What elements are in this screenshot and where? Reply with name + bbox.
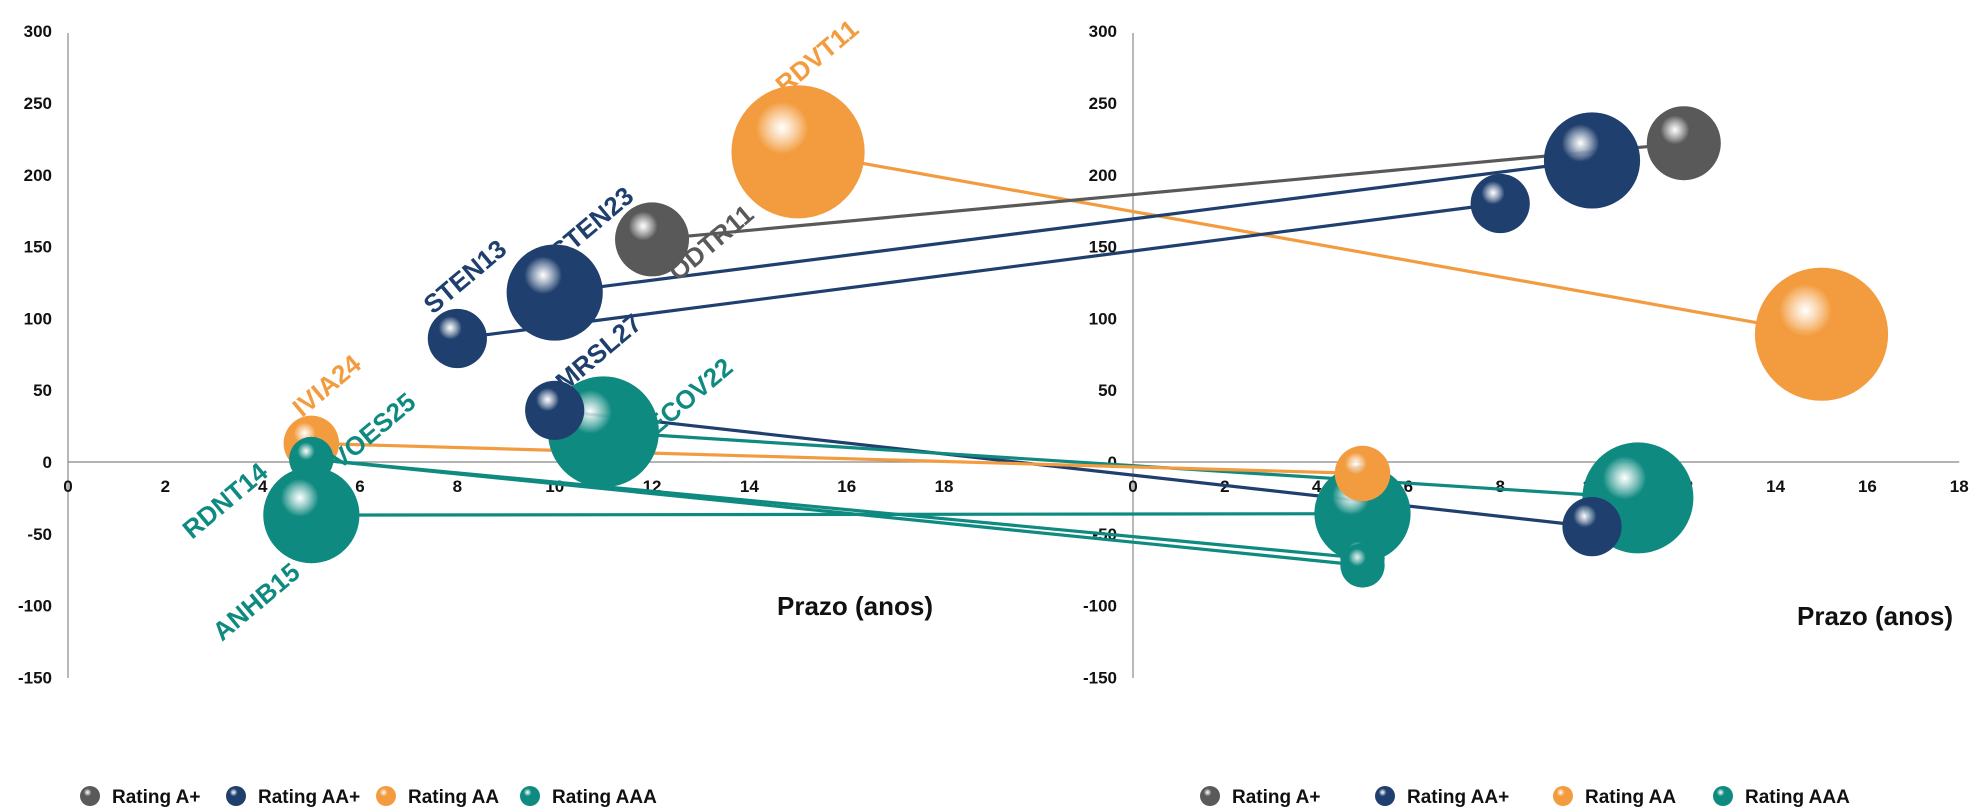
left-y-tick-label: 50 [33,381,52,400]
bubble-rdnt14-right [1340,543,1385,588]
bubble-sten23-left [506,244,603,341]
bond-label-anhb15: ANHB15 [207,557,306,647]
connector-odtr11 [651,141,1684,242]
right-y-tick-label: -100 [1083,597,1117,616]
left-legend-marker-rating-aa [376,786,396,806]
left-y-tick-label: -100 [18,597,52,616]
left-legend-marker-rating-aaa [520,786,540,806]
left-x-tick-label: 14 [740,477,759,496]
right-x-tick-label: 8 [1495,477,1504,496]
right-x-axis-title: Prazo (anos) [1797,601,1953,631]
left-x-tick-label: 4 [258,477,268,496]
left-y-tick-label: 150 [24,238,52,257]
right-x-tick-label: 4 [1312,477,1322,496]
right-chart-axes: 300250200150100500-50-100-15002468101214… [1083,22,1969,687]
bubble-mrsl27-right [1562,497,1622,557]
right-legend-marker-rating-aa [1375,786,1395,806]
left-legend-label-rating-aa: Rating AA+ [258,787,360,808]
bubble-rdvt11-right [1754,267,1889,401]
left-legend-label-rating-aaa: Rating AAA [552,787,657,808]
bubble-anhb15-right [1314,465,1411,562]
bond-label-ecov22: ECOV22 [641,352,739,441]
right-x-tick-label: 14 [1766,477,1785,496]
bond-label-ivia24: IVIA24 [287,348,368,422]
left-y-tick-label: -50 [27,525,52,544]
bubbles [263,85,1889,588]
left-y-tick-label: 300 [24,22,52,41]
connector-lines [311,141,1822,567]
left-legend-label-rating-a: Rating A+ [112,787,201,808]
bubble-mrsl27-left [525,380,585,440]
left-y-tick-label: 0 [43,453,52,472]
right-x-tick-label: 16 [1858,477,1877,496]
bubble-odtr11-right [1646,106,1721,181]
legends: Rating A+ Rating AA+ Rating AA Rating AAA Ra… [80,786,1850,808]
right-legend-label-rating-aa: Rating AA [1585,787,1676,808]
left-x-tick-label: 8 [453,477,462,496]
bond-label-voes25: VOES25 [325,387,422,475]
right-y-tick-label: 300 [1089,22,1117,41]
right-legend-label-rating-a: Rating A+ [1232,787,1321,808]
right-legend-marker-rating-aaa [1713,786,1733,806]
right-legend-label-rating-aa: Rating AA+ [1407,787,1509,808]
bond-label-sten13: STEN13 [418,233,513,319]
left-legend-label-rating-aa: Rating AA [408,787,499,808]
connector-ivia24 [311,441,1363,476]
left-x-tick-label: 18 [935,477,954,496]
bubble-rdvt11-left [731,85,865,219]
right-legend-label-rating-aaa: Rating AAA [1745,787,1850,808]
left-y-tick-label: 200 [24,166,52,185]
left-legend-marker-rating-aa [226,786,246,806]
connector-sten23 [554,158,1593,295]
right-x-tick-label: 6 [1404,477,1413,496]
connector-sten13 [457,201,1501,341]
bubble-sten13-right [1470,173,1530,234]
left-x-tick-label: 0 [63,477,72,496]
connector-mrsl27 [554,408,1593,529]
bubble-rdnt14-left [289,436,334,482]
left-x-tick-label: 16 [837,477,856,496]
left-x-tick-label: 2 [161,477,170,496]
left-x-axis-title: Prazo (anos) [777,591,933,621]
right-x-tick-label: 18 [1950,477,1969,496]
left-legend-marker-rating-a [80,786,100,806]
left-x-tick-label: 6 [355,477,364,496]
connector-rdnt14 [311,457,1363,567]
right-legend-marker-rating-aa [1553,786,1573,806]
bubble-odtr11-left [615,202,690,277]
right-y-tick-label: 50 [1098,381,1117,400]
connector-anhb15 [311,512,1363,517]
connector-rdvt11 [797,150,1822,336]
right-y-tick-label: 200 [1089,166,1117,185]
right-y-tick-label: 250 [1089,94,1117,113]
right-y-tick-label: 100 [1089,309,1117,328]
bond-label-rdvt11: RDVT11 [770,13,865,99]
right-x-tick-label: 0 [1128,477,1137,496]
right-y-tick-label: 150 [1089,238,1117,257]
left-y-tick-label: 250 [24,94,52,113]
bubble-anhb15-left [263,467,360,564]
connector-ecov22 [603,430,1639,500]
right-legend-marker-rating-a [1200,786,1220,806]
left-y-tick-label: 100 [24,309,52,328]
right-y-tick-label: 0 [1108,453,1117,472]
bubble-ivia24-right [1334,445,1391,502]
bubble-sten13-left [427,308,487,369]
left-y-tick-label: -150 [18,668,52,687]
bubble-sten23-right [1543,112,1641,209]
bond-label-rdnt14: RDNT14 [177,456,274,544]
right-y-tick-label: -150 [1083,668,1117,687]
